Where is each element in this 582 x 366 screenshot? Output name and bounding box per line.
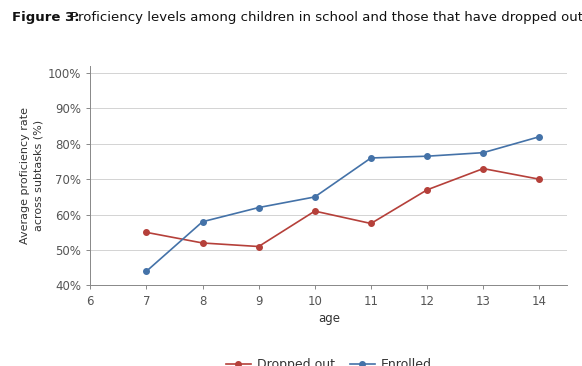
Y-axis label: Average proficiency rate
across subtasks (%): Average proficiency rate across subtasks… [20,107,44,244]
Text: Proficiency levels among children in school and those that have dropped out.: Proficiency levels among children in sch… [66,11,582,24]
X-axis label: age: age [318,312,340,325]
Legend: Dropped out, Enrolled: Dropped out, Enrolled [221,353,437,366]
Text: Figure 3:: Figure 3: [12,11,79,24]
